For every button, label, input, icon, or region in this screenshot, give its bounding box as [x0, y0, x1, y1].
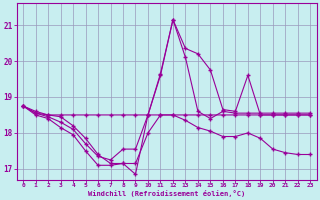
X-axis label: Windchill (Refroidissement éolien,°C): Windchill (Refroidissement éolien,°C)	[88, 190, 245, 197]
